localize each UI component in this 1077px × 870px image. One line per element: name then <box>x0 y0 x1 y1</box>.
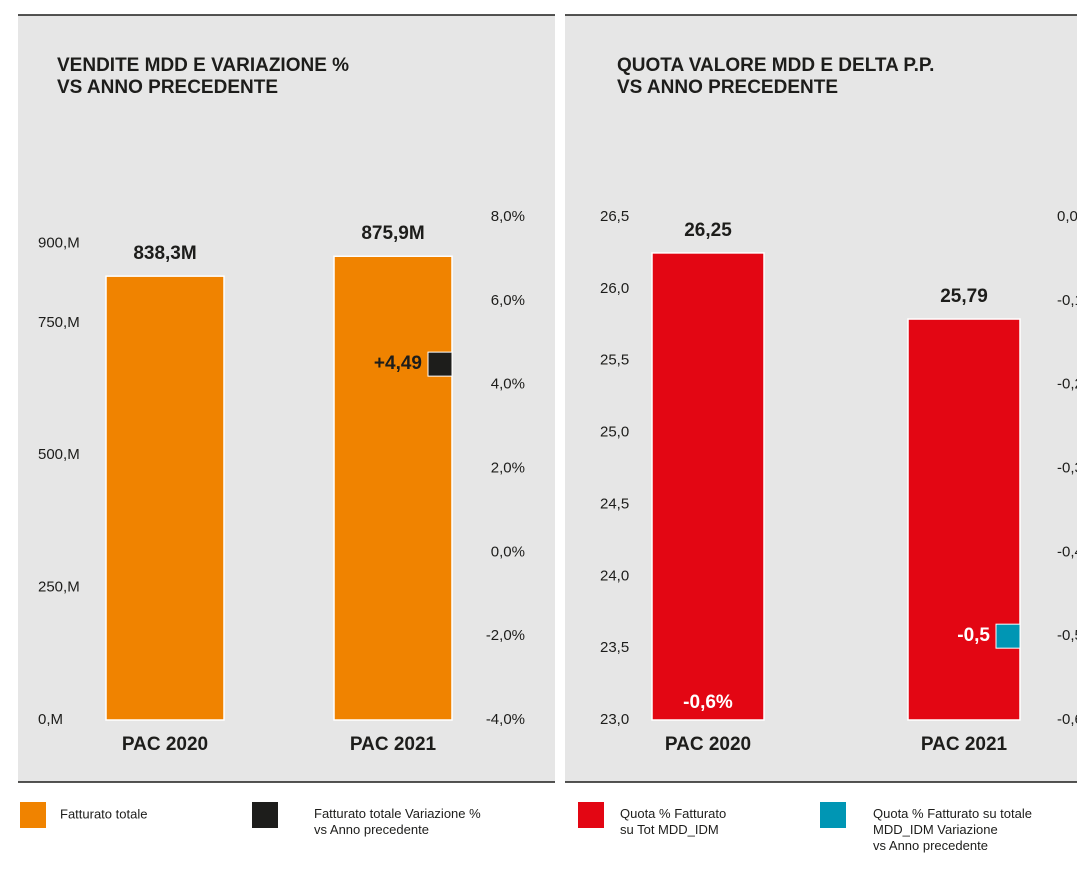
y2-tick-label: 4,0% <box>491 376 525 393</box>
y2-tick-label: 0,0 <box>1057 208 1077 225</box>
legend-label: Fatturato totale Variazione % vs Anno pre… <box>314 806 481 837</box>
legend-swatch <box>252 802 278 828</box>
y-tick-label: 23,0 <box>600 711 629 728</box>
y-tick-label: 25,5 <box>600 352 629 369</box>
y-tick-label: 26,0 <box>600 280 629 297</box>
data-label: 25,79 <box>940 286 988 307</box>
data-label: 838,3M <box>133 243 196 264</box>
y2-tick-label: -0,5 <box>1057 627 1077 644</box>
x-tick-label: PAC 2021 <box>921 734 1008 755</box>
y2-tick-label: -0,1 <box>1057 292 1077 309</box>
variation-marker <box>995 623 1021 649</box>
y2-tick-label: -0,2 <box>1057 376 1077 393</box>
y2-tick-label: -4,0% <box>486 711 525 728</box>
y-tick-label: 750,M <box>38 314 80 331</box>
data-label: 875,9M <box>361 223 424 244</box>
y-tick-label: 250,M <box>38 579 80 596</box>
x-tick-label: PAC 2020 <box>665 734 751 755</box>
y-tick-label: 0,M <box>38 711 63 728</box>
y2-tick-label: -0,3 <box>1057 459 1077 476</box>
x-tick-label: PAC 2021 <box>350 734 437 755</box>
y-tick-label: 900,M <box>38 234 80 251</box>
y-tick-label: 23,5 <box>600 639 629 656</box>
legend-swatch <box>820 802 846 828</box>
legend-swatch <box>20 802 46 828</box>
bar <box>105 275 225 721</box>
x-tick-label: PAC 2020 <box>122 734 208 755</box>
y2-tick-label: 2,0% <box>491 459 525 476</box>
y2-tick-label: -0,4 <box>1057 543 1077 560</box>
chart-title: VENDITE MDD E VARIAZIONE % VS ANNO PRECED… <box>57 55 349 98</box>
variation-marker <box>427 351 453 377</box>
y2-tick-label: -2,0% <box>486 627 525 644</box>
data-label: -0,5 <box>957 625 990 646</box>
annotation: -0,6% <box>683 692 733 713</box>
y2-tick-label: 0,0% <box>491 543 525 560</box>
bar <box>333 255 453 721</box>
y-tick-label: 24,0 <box>600 567 629 584</box>
y2-tick-label: -0,6 <box>1057 711 1077 728</box>
bar <box>907 318 1021 721</box>
data-label: +4,49 <box>374 353 422 374</box>
bar <box>651 252 765 721</box>
panel <box>18 15 555 782</box>
y-tick-label: 24,5 <box>600 495 629 512</box>
y2-tick-label: 8,0% <box>491 208 525 225</box>
legend-swatch <box>578 802 604 828</box>
y2-tick-label: 6,0% <box>491 292 525 309</box>
legend-label: Fatturato totale <box>60 806 147 821</box>
y-tick-label: 25,0 <box>600 424 629 441</box>
legend-label: Quota % Fatturato su totale MDD_IDM Varia… <box>873 806 1032 853</box>
y-tick-label: 500,M <box>38 446 80 463</box>
y-tick-label: 26,5 <box>600 208 629 225</box>
chart-title: QUOTA VALORE MDD E DELTA P.P. VS ANNO PRE… <box>617 55 934 98</box>
legend-label: Quota % Fatturato su Tot MDD_IDM <box>620 806 726 837</box>
data-label: 26,25 <box>684 220 732 241</box>
